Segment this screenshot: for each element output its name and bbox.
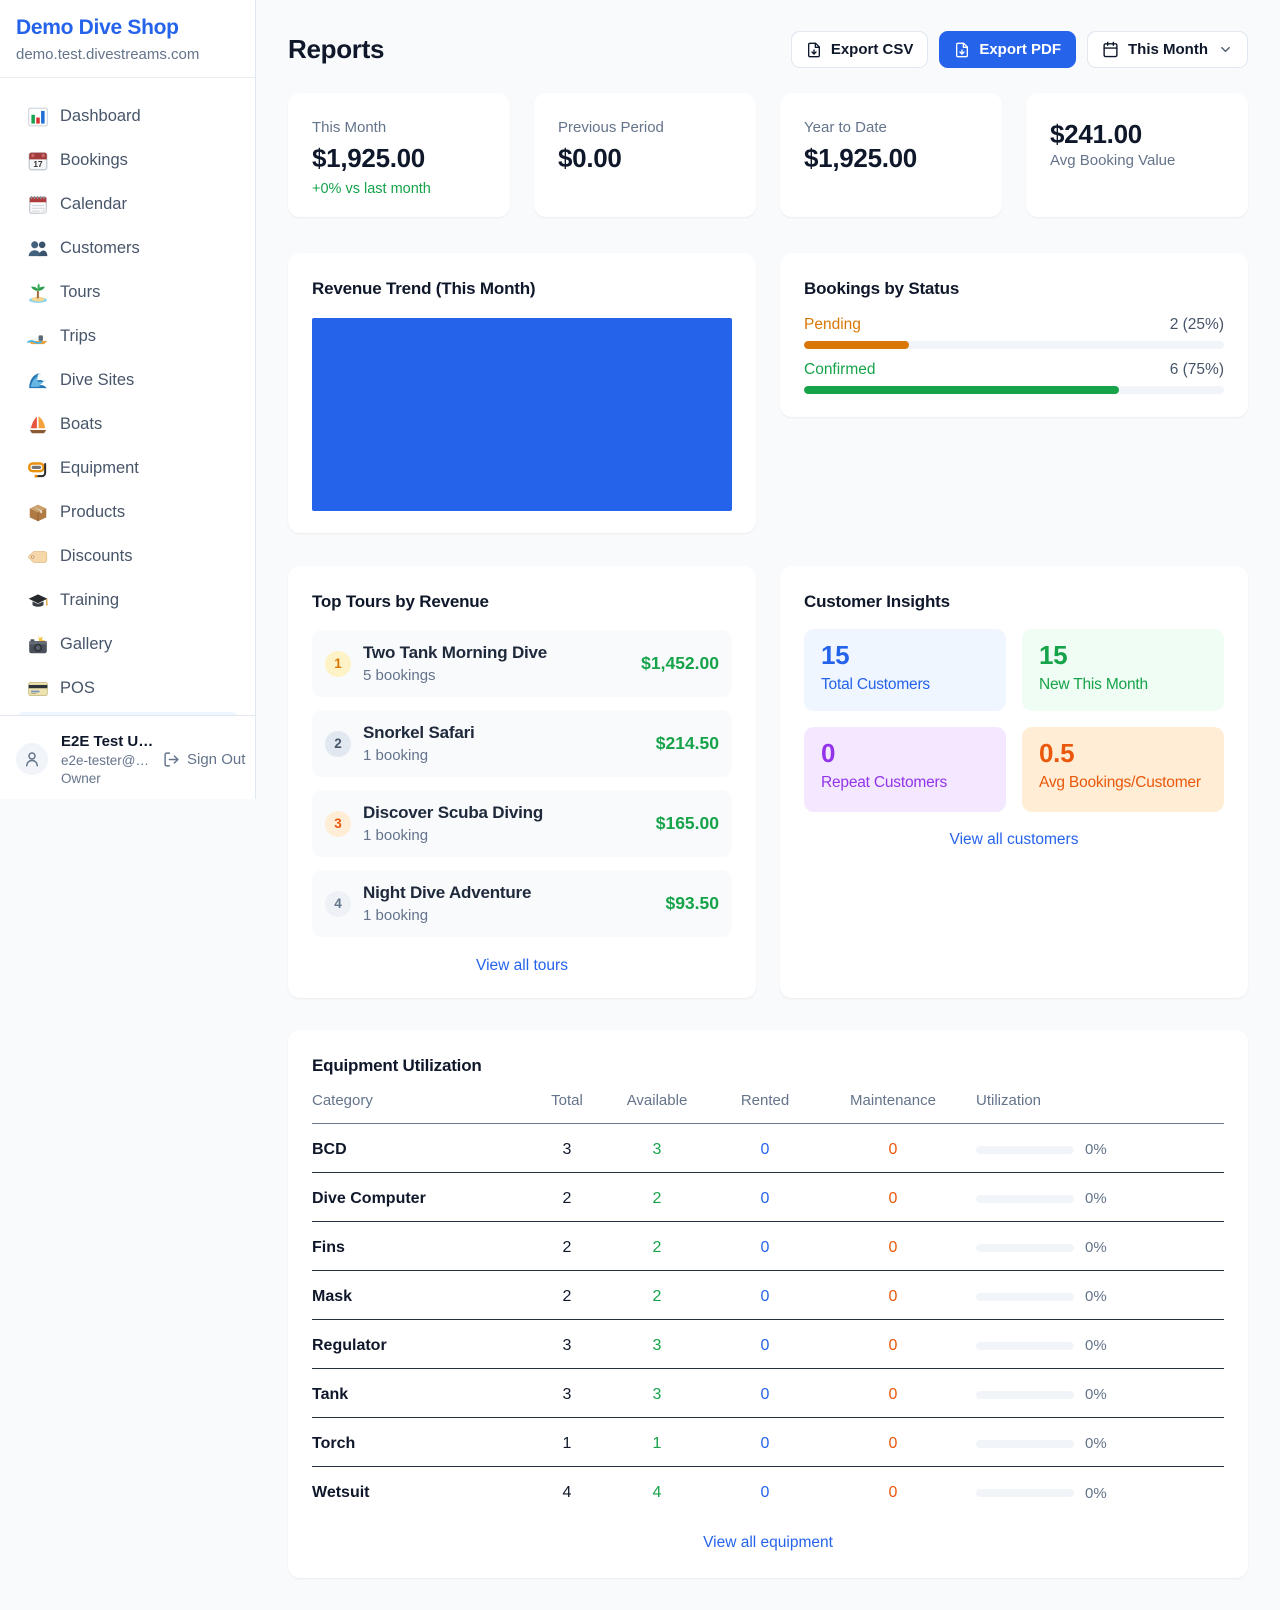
svg-text:17: 17 bbox=[33, 160, 43, 169]
